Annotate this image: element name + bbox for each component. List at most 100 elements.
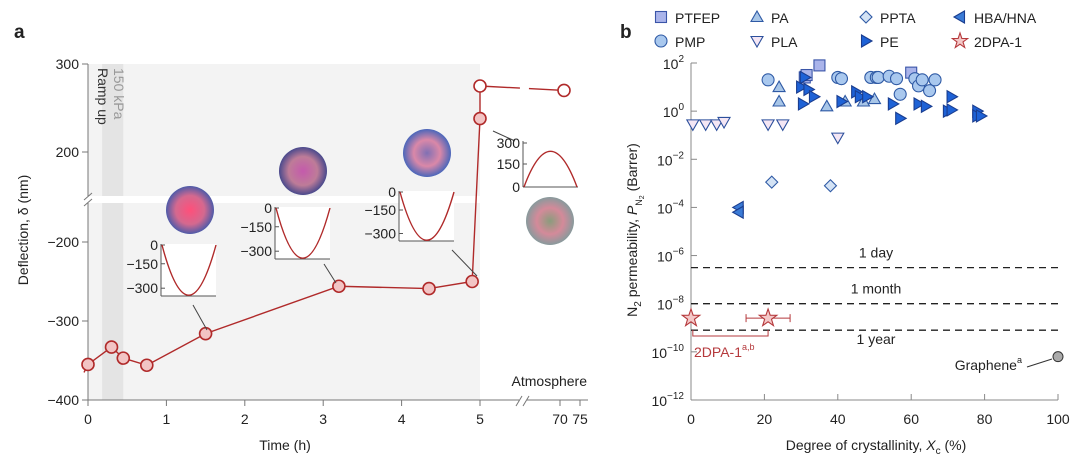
- x-axis-title: Time (h): [259, 437, 311, 453]
- pressure-label: 150 kPa: [111, 68, 127, 120]
- y-tick-exponent: −12: [667, 391, 684, 402]
- y-tick-label: 10−4: [657, 198, 684, 216]
- membrane-image-2: [279, 147, 327, 195]
- legend-marker-icon: [859, 10, 873, 24]
- y-tick-base: 10: [657, 249, 673, 265]
- data-point: [764, 175, 779, 189]
- y-tick-label: 10−12: [651, 391, 684, 409]
- data-point: [913, 96, 926, 111]
- data-point: [808, 89, 822, 104]
- membrane-image-3: [403, 129, 451, 177]
- data-point: [834, 72, 849, 86]
- data-point: [772, 79, 787, 93]
- y-tick-exponent: −10: [667, 343, 684, 354]
- y-break-mark: [83, 192, 93, 201]
- x-tick-label: 4: [398, 411, 406, 427]
- data-point: [920, 99, 933, 114]
- inset-tick-label: 0: [512, 179, 520, 195]
- legend-item: PMP: [654, 34, 705, 50]
- data-point: [946, 89, 959, 104]
- legend-item: PE: [860, 34, 899, 50]
- x-tick-label: 3: [319, 411, 327, 427]
- 2dpa-bracket: [692, 330, 769, 337]
- inset-profile-curve: [523, 150, 578, 188]
- inset-tick-label: 300: [497, 135, 521, 151]
- series-2dpa-1: [680, 307, 791, 327]
- series-ppta: [764, 175, 838, 193]
- data-point: [473, 111, 487, 126]
- data-point: [465, 274, 479, 289]
- atmosphere-label: Atmosphere: [512, 373, 588, 389]
- legend-marker-icon: [654, 10, 668, 24]
- y-tick-base: 10: [657, 297, 673, 313]
- profile-inset-1: 0 −150 −300: [126, 237, 217, 297]
- legend-label: PLA: [771, 34, 798, 50]
- legend-item: PTFEP: [654, 10, 720, 26]
- inset-tick-label: 0: [388, 184, 396, 200]
- data-point: [854, 89, 867, 104]
- x-tick-label: 0: [84, 411, 92, 427]
- x-tick-label: 70: [552, 411, 568, 427]
- legend: PTFEP PA PPTA HBA/HNA PMP PLA PE 2DPA-1: [654, 9, 1037, 50]
- data-point: [836, 94, 849, 109]
- inset-tick-label: −150: [364, 202, 396, 218]
- data-point: [731, 205, 744, 220]
- legend-marker-icon: [860, 34, 874, 48]
- y-tick-base: 10: [657, 200, 673, 216]
- y-axis-title: Deflection, δ (nm): [15, 175, 31, 286]
- legend-label: 2DPA-1: [974, 34, 1022, 50]
- ramp-up-band: [102, 64, 124, 400]
- x-tick-label: 0: [687, 411, 695, 427]
- legend-item: HBA/HNA: [952, 10, 1037, 26]
- profile-inset-3: 0 −150 −300: [364, 184, 455, 242]
- data-point: [867, 91, 882, 105]
- data-point: [871, 70, 885, 84]
- data-point: [140, 358, 154, 373]
- data-point: [557, 83, 571, 98]
- data-point: [799, 70, 812, 85]
- y-tick-exponent: −8: [673, 295, 685, 306]
- data-point: [928, 73, 942, 87]
- graphene-point: [1052, 351, 1064, 363]
- x-break-mark: [522, 395, 530, 407]
- data-point: [922, 84, 937, 98]
- data-point: [81, 357, 95, 372]
- y-tick-exponent: 2: [678, 54, 684, 65]
- x-tick-label: 1: [163, 411, 171, 427]
- inset-profile-curve: [275, 207, 331, 259]
- reference-line-label: 1 day: [859, 245, 893, 261]
- data-point: [895, 111, 908, 126]
- legend-marker-icon: [750, 35, 764, 49]
- inset-connector: [492, 130, 516, 142]
- data-point: [797, 96, 811, 111]
- data-point: [823, 178, 838, 193]
- inset-tick-label: −150: [240, 219, 272, 235]
- legend-label: PMP: [675, 34, 705, 50]
- x-tick-label: 40: [830, 411, 846, 427]
- x-tick-label: 20: [757, 411, 773, 427]
- data-point: [698, 119, 713, 132]
- legend-label: HBA/HNA: [974, 10, 1037, 26]
- panel-a: 300 200 −200 −300 −400 0 1 2 3 4 5 70 75 Time (h) Defl…: [15, 56, 588, 453]
- y-tick-exponent: −2: [673, 150, 685, 161]
- data-point: [757, 307, 779, 327]
- y-tick-exponent: 0: [678, 102, 684, 113]
- legend-label: PPTA: [880, 10, 916, 26]
- reference-line-label: 1 year: [857, 331, 896, 347]
- y-axis-break: [80, 196, 490, 203]
- data-point: [332, 279, 346, 294]
- legend-label: PE: [880, 34, 899, 50]
- legend-marker-icon: [654, 34, 668, 48]
- series-hba-hna: [731, 200, 744, 220]
- data-point: [685, 119, 700, 132]
- membrane-image-4: [526, 197, 574, 245]
- series-pe: [796, 70, 989, 126]
- panel-label-b: b: [620, 22, 632, 43]
- y-tick-label: 10−2: [657, 150, 684, 168]
- data-point: [709, 119, 724, 132]
- y-tick-label: 10−8: [657, 295, 684, 313]
- y-tick-label: −400: [47, 392, 79, 408]
- profile-inset-4: 300 150 0: [497, 135, 578, 195]
- inset-tick-label: 0: [150, 237, 158, 253]
